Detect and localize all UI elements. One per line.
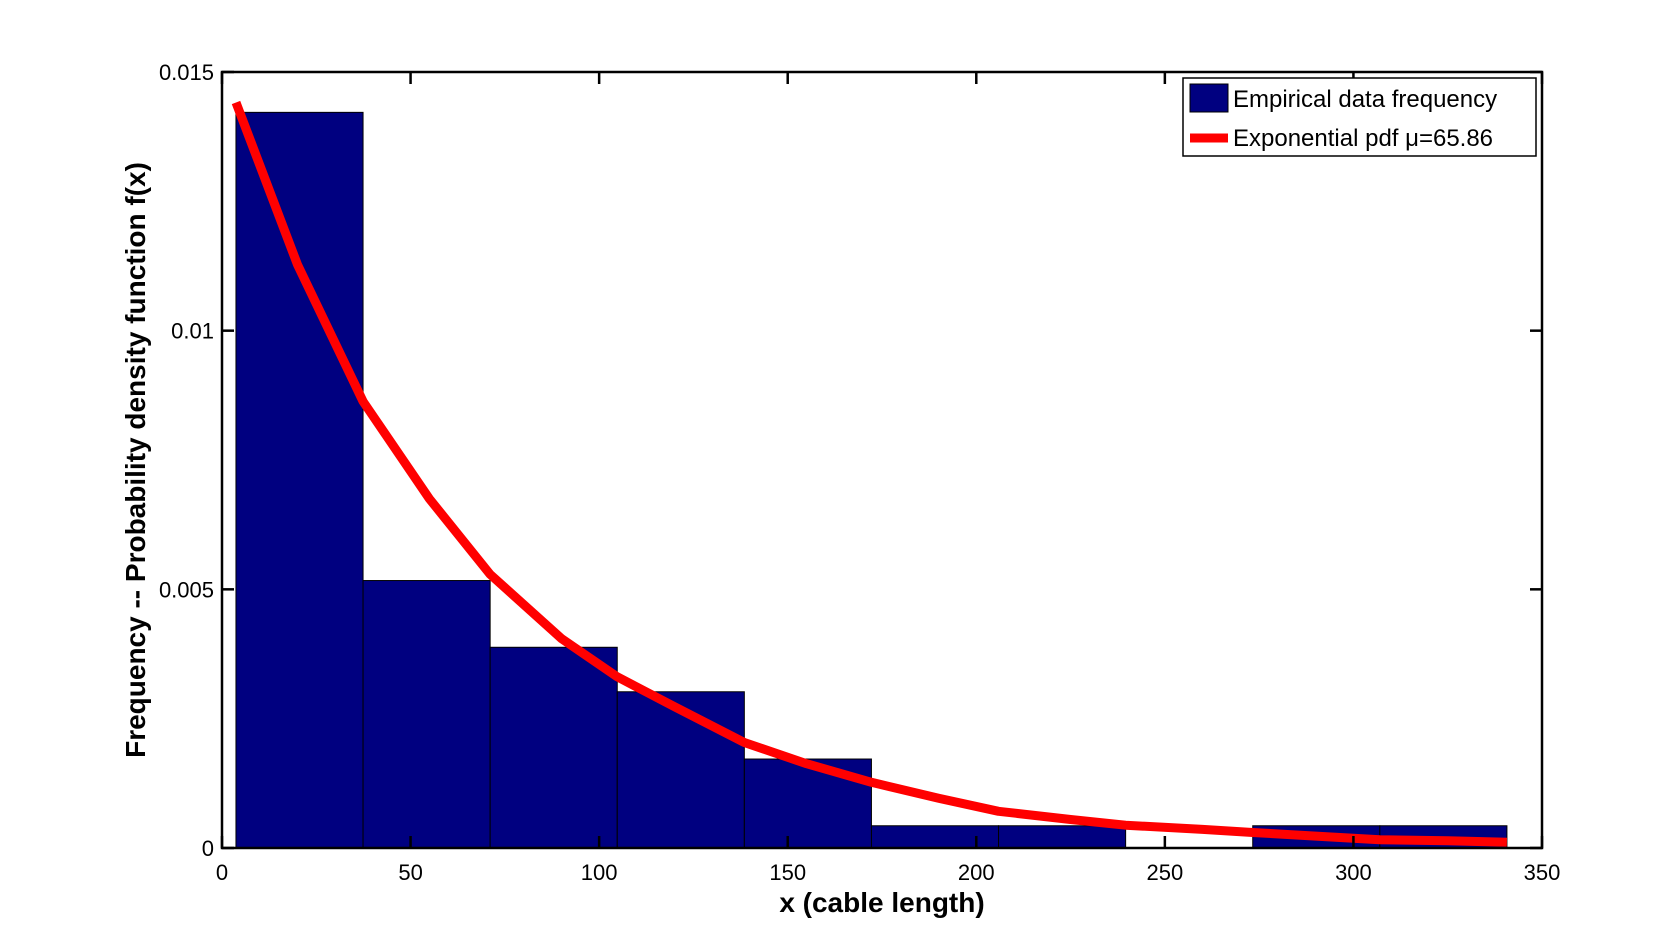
x-tick-label: 150 (769, 860, 806, 885)
y-tick-label: 0.01 (171, 319, 214, 344)
x-tick-label: 50 (398, 860, 422, 885)
y-tick-label: 0.005 (159, 577, 214, 602)
x-tick-label: 250 (1146, 860, 1183, 885)
legend-swatch-bar (1189, 83, 1229, 113)
y-tick-label: 0 (202, 836, 214, 861)
histogram-bar-3 (616, 691, 745, 849)
x-tick-label: 300 (1335, 860, 1372, 885)
axes-frame (220, 70, 1544, 850)
y-tick-label: 0.015 (159, 60, 214, 85)
x-axis-label: x (cable length) (779, 887, 984, 918)
legend: Empirical data frequency Exponential pdf… (1182, 77, 1537, 157)
legend-label-exponential: Exponential pdf μ=65.86 (1233, 125, 1493, 152)
histogram-bar-1 (362, 580, 491, 849)
x-tick-label: 350 (1524, 860, 1561, 885)
legend-label-empirical: Empirical data frequency (1233, 86, 1497, 113)
histogram-bar-2 (489, 646, 618, 849)
exponential-pdf-line (231, 100, 1508, 847)
histogram-bar-6 (998, 825, 1127, 849)
y-axis-label: Frequency -- Probability density functio… (120, 162, 151, 758)
pdf-line-group (231, 100, 1508, 847)
histogram-bar-0 (235, 111, 364, 849)
x-tick-label: 200 (958, 860, 995, 885)
legend-box (1182, 77, 1537, 157)
histogram-bar-5 (870, 825, 1000, 849)
x-tick-label: 0 (216, 860, 228, 885)
axes-group: 0 50 100 150 200 250 300 350 0 0.005 0.01 0.015 (159, 60, 1560, 885)
x-tick-label: 100 (581, 860, 618, 885)
